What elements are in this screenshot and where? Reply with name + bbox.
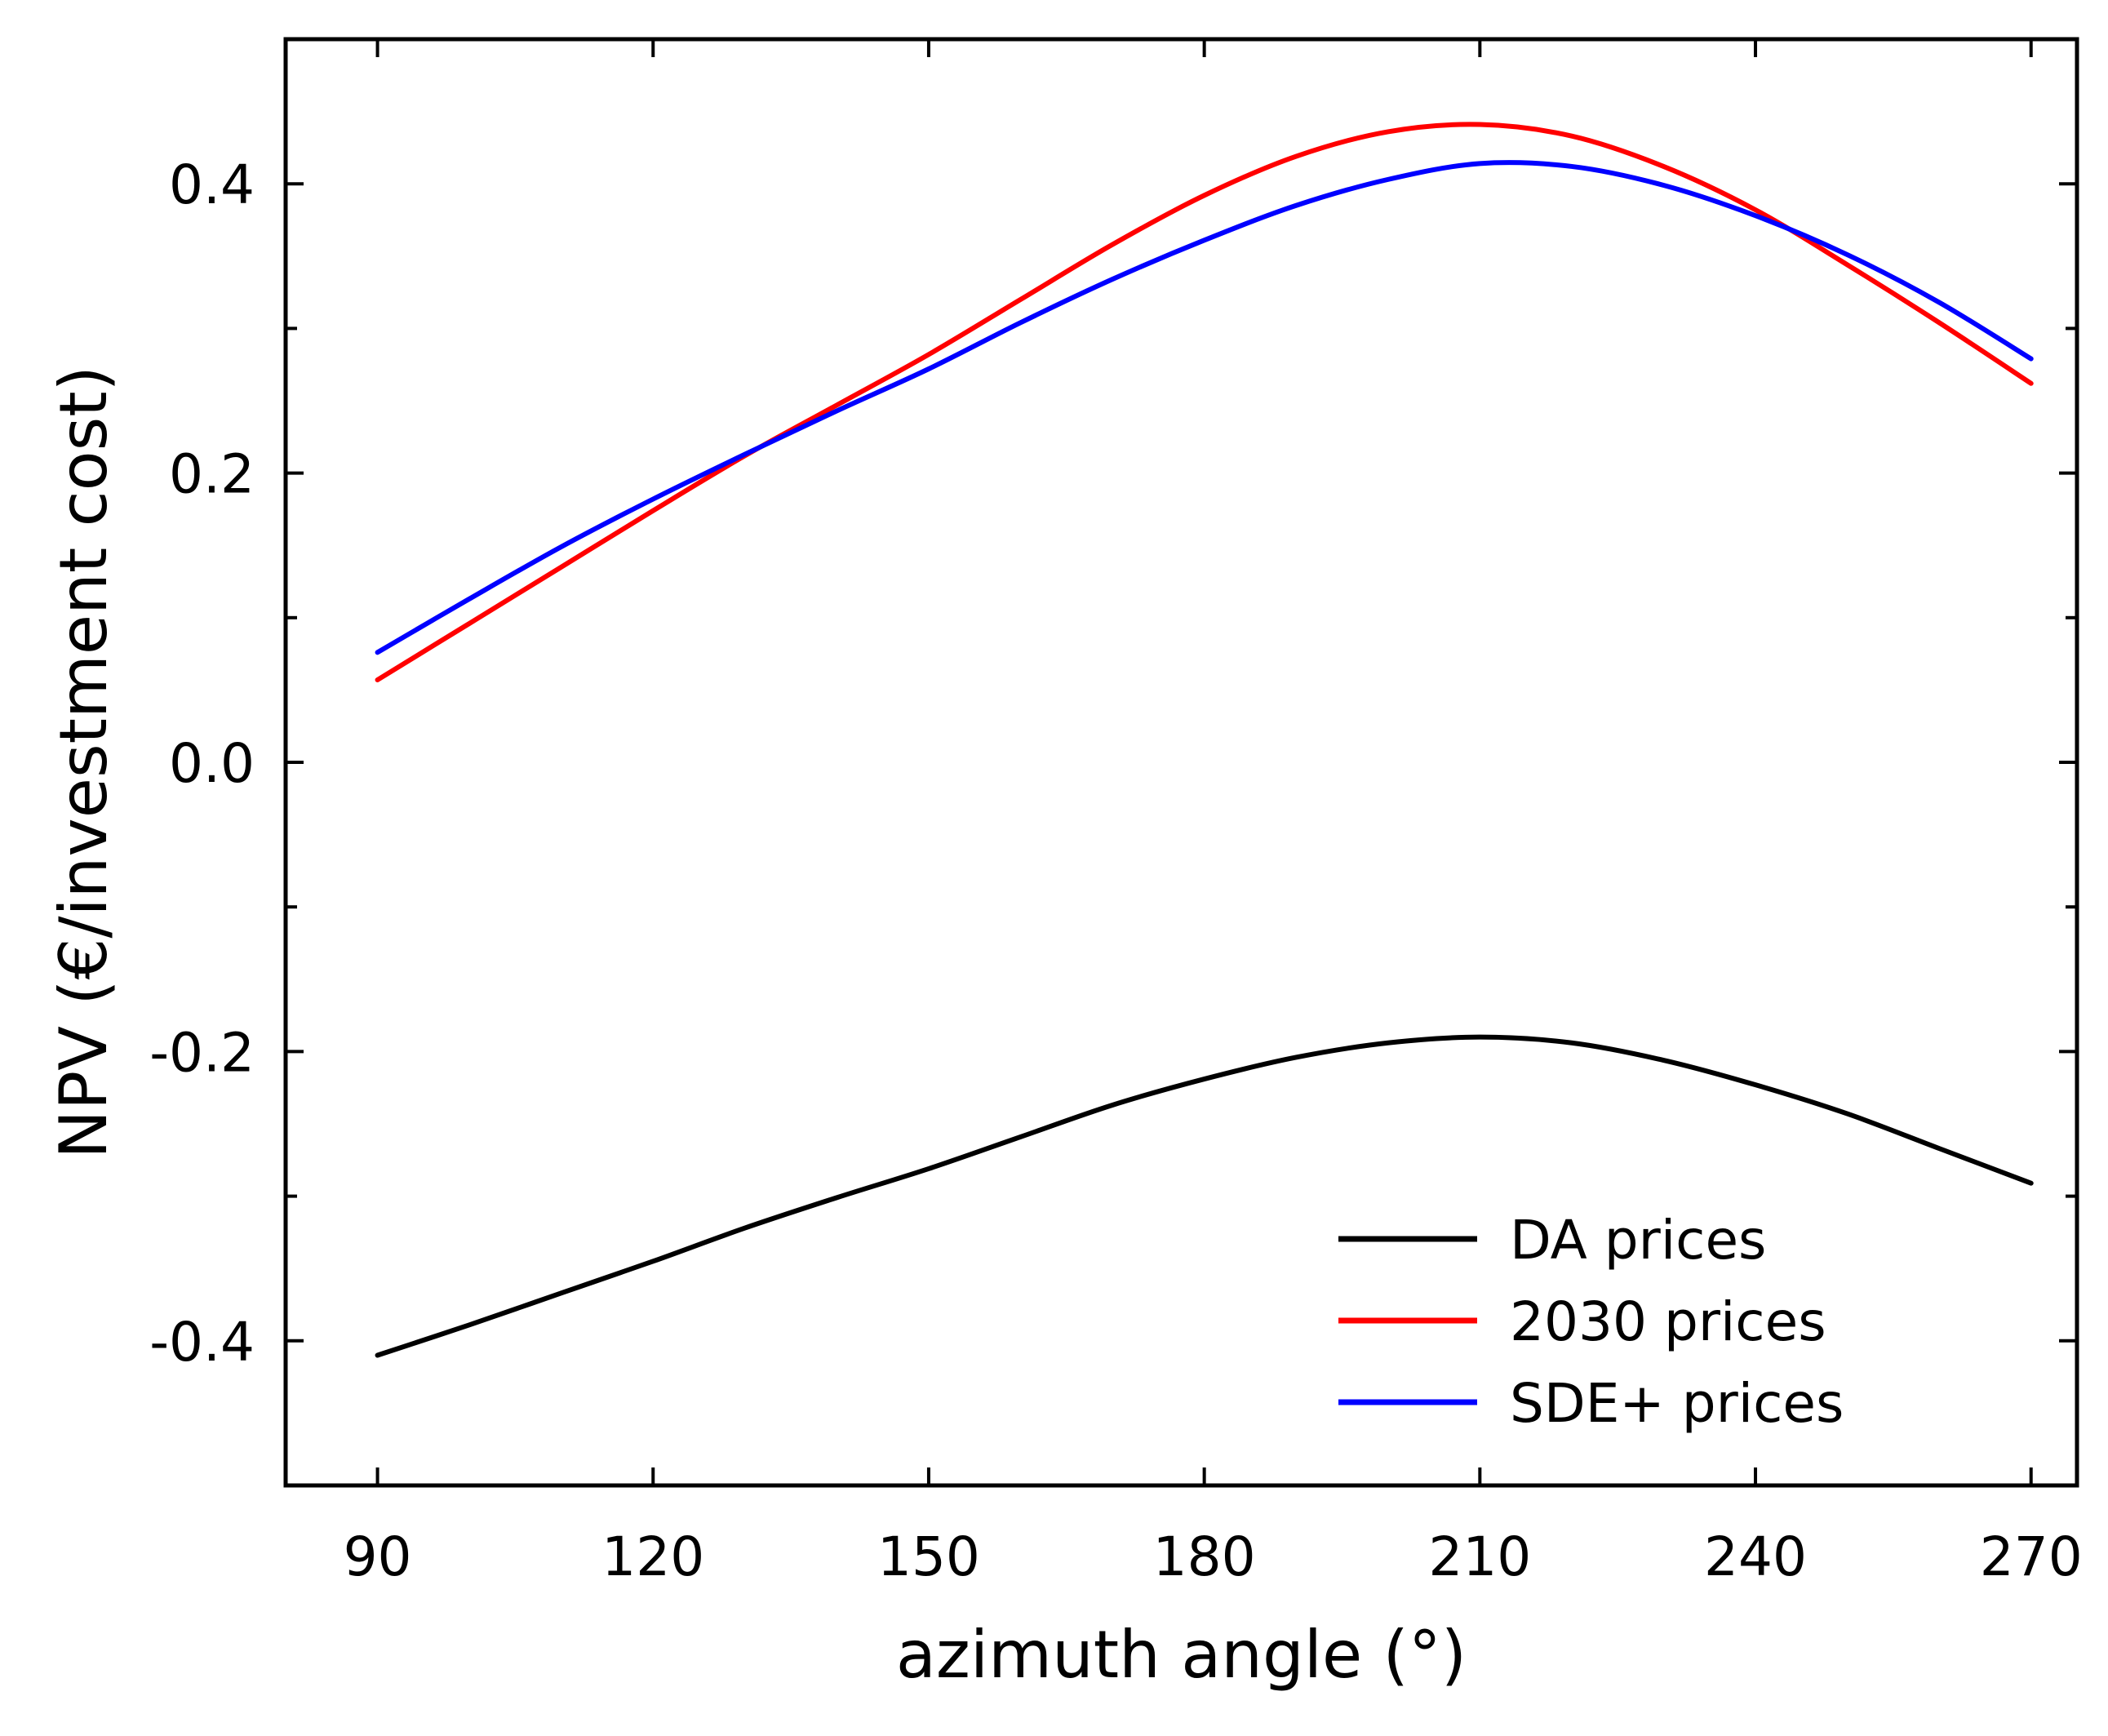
axis-ticks: [286, 39, 2077, 1485]
y-tick-label: -0.2: [149, 1021, 255, 1084]
plot-frame: [283, 37, 2079, 1488]
legend-label-2: SDE+ prices: [1510, 1372, 1844, 1435]
series-line-2: [375, 160, 2034, 655]
y-tick-label: 0.0: [169, 732, 255, 795]
x-tick-label: 150: [877, 1525, 980, 1588]
series-line-1: [375, 122, 2034, 682]
x-tick-label: 270: [1980, 1525, 2083, 1588]
x-tick-label: 120: [601, 1525, 704, 1588]
x-axis-title: azimuth angle (°): [896, 1617, 1467, 1693]
legend: DA prices 2030 prices SDE+ prices: [1338, 1209, 1844, 1435]
y-tick-label: 0.2: [169, 443, 255, 506]
x-tick-label: 240: [1704, 1525, 1807, 1588]
x-tick-label: 210: [1428, 1525, 1531, 1588]
y-tick-label: 0.4: [169, 153, 255, 216]
x-tick-label: 180: [1153, 1525, 1256, 1588]
plot-lines: [375, 122, 2034, 1358]
y-axis-title: NPV (€/investment cost): [46, 366, 122, 1159]
x-tick-label: 90: [344, 1525, 412, 1588]
series-line-0: [375, 1034, 2034, 1358]
legend-label-1: 2030 prices: [1510, 1290, 1826, 1353]
legend-label-0: DA prices: [1510, 1209, 1766, 1272]
y-tick-label: -0.4: [149, 1311, 255, 1374]
axis-tick-labels: 90 120 150 180 210 240 270 -0.4 -0.2 0.0 0.2 0.4: [149, 153, 2082, 1588]
